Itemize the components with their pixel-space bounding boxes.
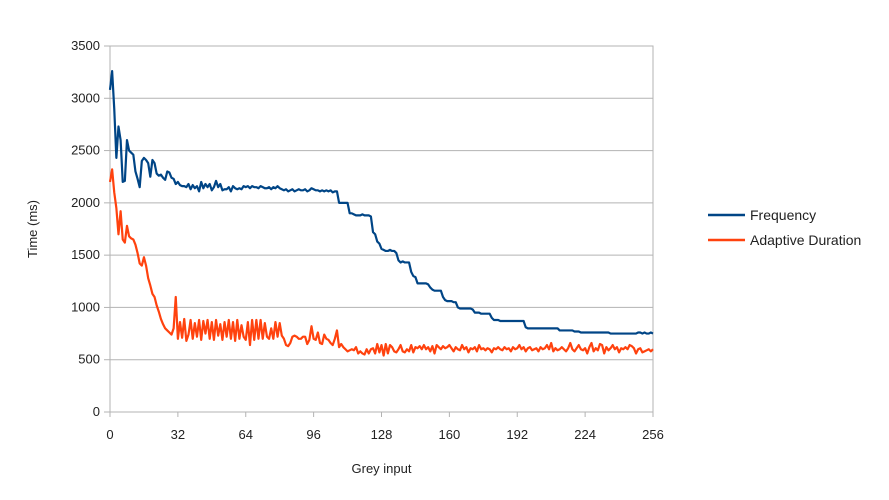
y-tick-label: 0: [93, 404, 100, 419]
y-tick-label: 1500: [71, 247, 100, 262]
y-tick-label: 500: [78, 352, 100, 367]
grid-lines: [110, 45, 653, 413]
x-tick-label: 32: [171, 427, 185, 442]
y-axis-ticks: 0 500 1000 1500 2000 2500 3000 3500: [71, 38, 110, 419]
x-tick-label: 192: [506, 427, 528, 442]
x-axis-label: Grey input: [352, 461, 412, 476]
y-tick-label: 1000: [71, 299, 100, 314]
y-tick-label: 3000: [71, 90, 100, 105]
series-line-0: [108, 70, 654, 335]
plot-area-frame: [109, 45, 654, 413]
y-tick-label: 3500: [71, 38, 100, 53]
x-tick-label: 96: [306, 427, 320, 442]
legend-label-1: Adaptive Duration: [750, 232, 861, 248]
y-axis-label: Time (ms): [25, 200, 40, 258]
x-tick-label: 256: [642, 427, 664, 442]
x-tick-label: 0: [106, 427, 113, 442]
series-lines: [108, 70, 654, 357]
legend-label-0: Frequency: [750, 207, 816, 223]
x-tick-label: 160: [439, 427, 461, 442]
series-line-1: [108, 168, 654, 357]
y-tick-label: 2000: [71, 195, 100, 210]
x-axis-ticks: 0 32 64 96 128 160 192 224 256: [106, 412, 664, 442]
x-tick-label: 64: [239, 427, 253, 442]
x-tick-label: 224: [574, 427, 596, 442]
x-tick-label: 128: [371, 427, 393, 442]
legend: Frequency Adaptive Duration: [708, 207, 861, 248]
y-tick-label: 2500: [71, 143, 100, 158]
